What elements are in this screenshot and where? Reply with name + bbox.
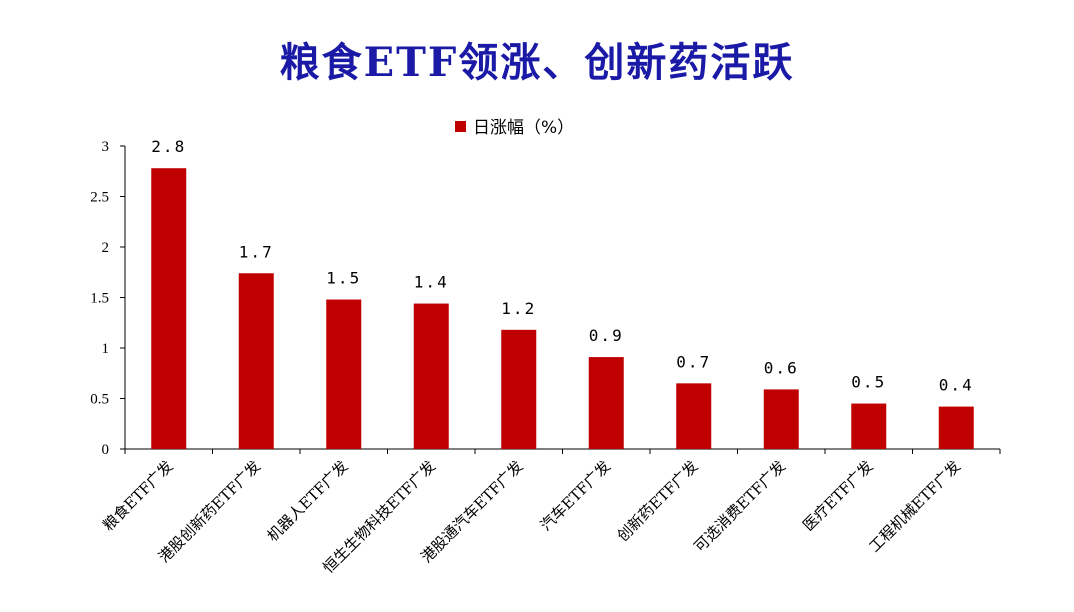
bar	[413, 303, 449, 449]
y-tick-label: 2	[102, 240, 110, 256]
data-label: 0.5	[851, 373, 886, 392]
bar	[588, 357, 624, 449]
data-label: 0.7	[676, 352, 711, 371]
x-tick-label: 创新药ETF广发	[614, 457, 702, 545]
y-tick-label: 2.5	[90, 190, 109, 206]
y-tick-label: 1	[102, 341, 110, 357]
legend-label: 日涨幅（%）	[473, 118, 574, 138]
bars	[151, 168, 974, 449]
x-tick-label: 粮食ETF广发	[99, 457, 176, 534]
data-label: 1.4	[414, 273, 449, 292]
page-title: 粮食ETF领涨、创新药活跃	[279, 39, 795, 86]
data-label: 2.8	[151, 137, 186, 156]
bar	[238, 273, 274, 449]
y-tick-label: 0.5	[90, 392, 109, 408]
x-tick-label: 医疗ETF广发	[799, 457, 876, 534]
bar	[151, 168, 187, 449]
bar	[763, 389, 799, 449]
x-axis	[124, 448, 1001, 454]
data-label: 0.9	[589, 326, 624, 345]
y-tick-label: 0	[102, 442, 110, 458]
bar	[326, 299, 362, 449]
y-tick-label: 3	[102, 139, 110, 155]
data-label: 1.2	[501, 299, 536, 318]
y-axis: 0 0.5 1 1.5 2 2.5 3	[90, 139, 126, 458]
legend: 日涨幅（%）	[455, 118, 574, 138]
x-tick-label: 机器人ETF广发	[264, 457, 352, 545]
x-tick-label: 汽车ETF广发	[537, 457, 614, 534]
data-labels: 2.8 1.7 1.5 1.4 1.2 0.9 0.7 0.6 0.5 0.4	[151, 137, 974, 395]
x-tick-label: 可选消费ETF广发	[691, 457, 790, 556]
y-tick-label: 1.5	[90, 291, 109, 307]
bar	[676, 383, 712, 449]
x-tick-label: 工程机械ETF广发	[866, 457, 965, 556]
legend-swatch	[455, 121, 466, 132]
data-label: 0.6	[764, 358, 799, 377]
bar	[851, 403, 887, 449]
data-label: 0.4	[939, 376, 974, 395]
bar	[938, 406, 974, 449]
data-label: 1.5	[326, 269, 361, 288]
bar	[501, 329, 537, 449]
data-label: 1.7	[239, 242, 274, 261]
